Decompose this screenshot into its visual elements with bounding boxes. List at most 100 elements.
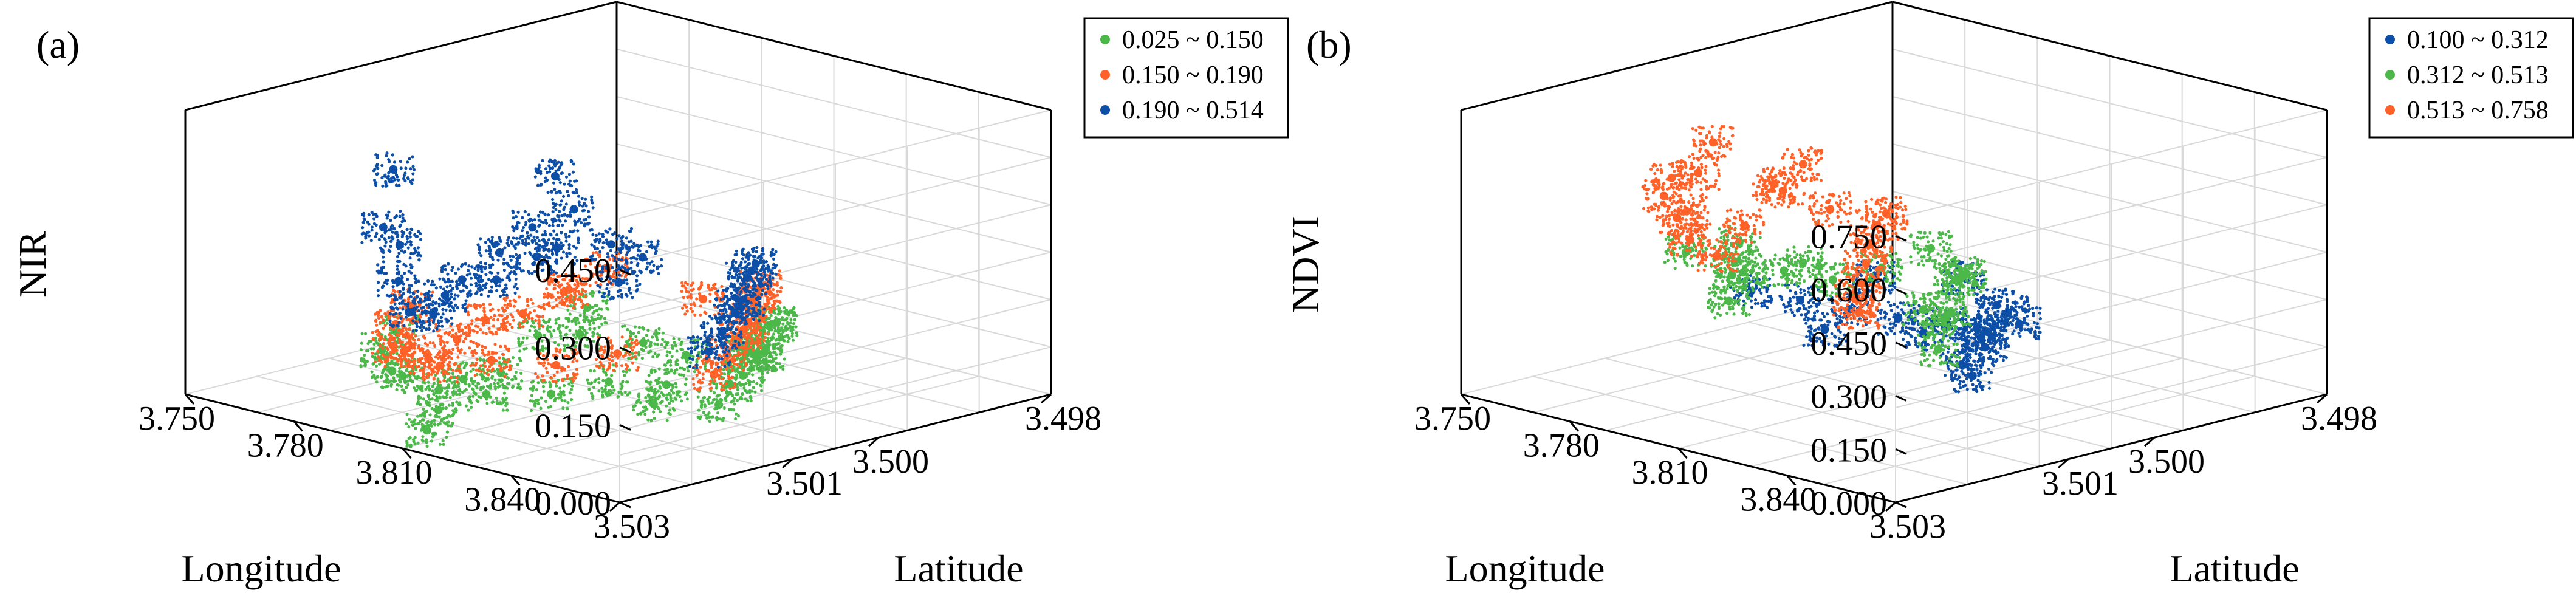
data-point <box>481 377 484 381</box>
data-point <box>708 419 711 423</box>
data-point <box>795 314 798 317</box>
data-point <box>382 260 385 264</box>
data-point <box>558 324 561 327</box>
data-point <box>617 270 621 274</box>
data-point <box>533 238 537 242</box>
data-point <box>505 365 509 369</box>
data-point <box>451 401 454 405</box>
data-point <box>613 275 617 279</box>
data-point <box>437 334 440 338</box>
data-point <box>533 329 537 333</box>
data-point <box>450 316 453 320</box>
data-point <box>591 206 595 210</box>
data-point <box>749 399 753 403</box>
data-point <box>731 394 735 397</box>
data-point <box>409 420 414 424</box>
data-point <box>713 347 716 351</box>
data-point <box>364 360 368 363</box>
data-point <box>727 314 730 318</box>
data-point <box>478 366 482 370</box>
data-point <box>750 354 754 358</box>
data-point <box>731 295 735 298</box>
data-point <box>781 338 784 341</box>
data-point <box>779 365 783 369</box>
data-point <box>537 239 541 243</box>
data-point <box>414 427 417 430</box>
data-point <box>735 302 739 306</box>
data-point <box>433 423 437 427</box>
data-point <box>515 253 518 256</box>
data-point <box>408 256 412 260</box>
data-point <box>665 371 668 375</box>
data-point <box>493 343 497 346</box>
data-point <box>518 312 521 315</box>
data-point <box>455 337 459 340</box>
data-point <box>413 350 417 354</box>
data-point <box>602 389 606 392</box>
data-point <box>391 337 395 341</box>
data-point <box>770 328 773 332</box>
data-point <box>767 307 771 310</box>
data-point <box>476 343 480 347</box>
data-point <box>656 405 659 409</box>
data-point <box>600 307 603 311</box>
data-point <box>383 323 387 327</box>
data-point <box>450 381 454 385</box>
data-point <box>784 308 789 312</box>
data-point <box>385 375 389 379</box>
data-point <box>580 197 584 200</box>
data-point <box>488 365 492 369</box>
data-point <box>716 304 720 308</box>
data-point <box>451 372 455 375</box>
data-point <box>722 388 725 392</box>
data-point <box>601 299 605 303</box>
data-point <box>574 221 578 225</box>
data-point <box>425 327 428 331</box>
data-point <box>597 381 601 385</box>
data-point <box>582 318 586 322</box>
data-point <box>566 401 570 405</box>
data-point <box>400 230 404 233</box>
data-point <box>554 298 558 301</box>
data-point <box>419 396 423 400</box>
data-point <box>464 382 468 386</box>
data-point <box>597 240 601 244</box>
data-point <box>657 367 661 371</box>
data-point <box>682 284 686 288</box>
data-point <box>773 320 777 324</box>
data-point <box>738 371 747 380</box>
data-point <box>727 391 730 395</box>
data-point <box>415 365 419 369</box>
data-point <box>456 342 460 346</box>
data-point <box>698 386 702 390</box>
data-point <box>745 253 749 256</box>
data-point <box>396 246 400 250</box>
data-point <box>613 259 617 262</box>
data-point <box>570 384 574 388</box>
data-point <box>745 315 748 318</box>
data-point <box>489 315 493 320</box>
data-point <box>627 342 631 346</box>
data-point <box>383 238 387 241</box>
data-point <box>365 349 369 353</box>
data-point <box>764 292 768 296</box>
data-point <box>474 292 478 295</box>
data-point <box>509 368 512 371</box>
data-point <box>526 304 530 307</box>
data-point <box>561 292 564 296</box>
data-point <box>470 319 474 323</box>
data-point <box>361 221 365 224</box>
data-point <box>448 284 452 287</box>
data-point <box>744 286 748 289</box>
data-point <box>470 265 474 269</box>
data-point <box>496 368 505 377</box>
data-point <box>405 413 409 416</box>
data-point <box>784 324 788 328</box>
data-point <box>430 406 434 411</box>
data-point <box>484 393 488 397</box>
data-point <box>717 353 721 357</box>
data-point <box>745 372 749 375</box>
data-point <box>502 391 507 395</box>
data-point <box>691 281 695 285</box>
data-point <box>773 329 777 333</box>
